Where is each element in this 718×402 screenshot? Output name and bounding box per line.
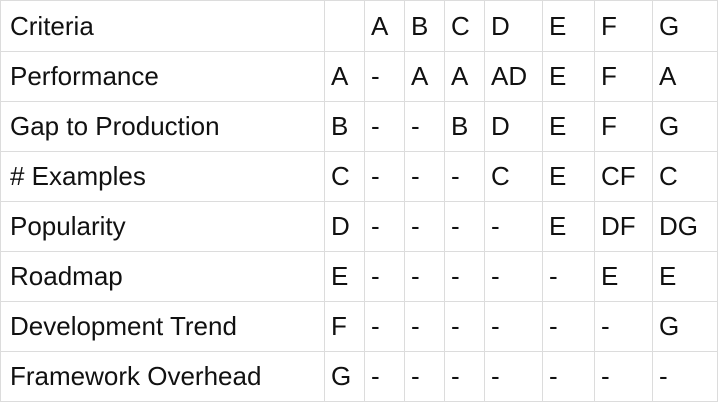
- column-header-a[interactable]: A: [364, 0, 405, 52]
- comparison-cell[interactable]: -: [404, 301, 445, 352]
- comparison-cell[interactable]: -: [484, 351, 543, 402]
- table-row: Framework Overhead G - - - - - - -: [0, 351, 718, 402]
- table-row: # Examples C - - - C E CF C: [0, 151, 718, 202]
- comparison-cell[interactable]: -: [444, 301, 485, 352]
- criterion-label-cell[interactable]: Popularity: [0, 201, 325, 252]
- comparison-cell[interactable]: -: [364, 201, 405, 252]
- comparison-cell[interactable]: E: [594, 251, 653, 302]
- comparison-cell[interactable]: -: [404, 101, 445, 152]
- criterion-code-cell[interactable]: A: [324, 51, 365, 102]
- criterion-code-cell[interactable]: G: [324, 351, 365, 402]
- criterion-label-cell[interactable]: Performance: [0, 51, 325, 102]
- comparison-cell[interactable]: B: [444, 101, 485, 152]
- comparison-cell[interactable]: -: [364, 251, 405, 302]
- comparison-cell[interactable]: -: [594, 301, 653, 352]
- comparison-cell[interactable]: -: [652, 351, 718, 402]
- column-header-c[interactable]: C: [444, 0, 485, 52]
- comparison-cell[interactable]: E: [542, 151, 595, 202]
- comparison-cell[interactable]: F: [594, 101, 653, 152]
- header-criteria-cell[interactable]: Criteria: [0, 0, 325, 52]
- comparison-cell[interactable]: -: [404, 151, 445, 202]
- comparison-cell[interactable]: D: [484, 101, 543, 152]
- column-header-e[interactable]: E: [542, 0, 595, 52]
- header-row: Criteria A B C D E F G: [0, 0, 718, 52]
- column-header-b[interactable]: B: [404, 0, 445, 52]
- criterion-label-cell[interactable]: Development Trend: [0, 301, 325, 352]
- table-row: Development Trend F - - - - - - G: [0, 301, 718, 352]
- comparison-cell[interactable]: G: [652, 301, 718, 352]
- table-row: Popularity D - - - - E DF DG: [0, 201, 718, 252]
- comparison-cell[interactable]: -: [444, 151, 485, 202]
- comparison-cell[interactable]: -: [404, 201, 445, 252]
- comparison-cell[interactable]: E: [542, 51, 595, 102]
- comparison-cell[interactable]: C: [652, 151, 718, 202]
- comparison-cell[interactable]: A: [444, 51, 485, 102]
- criterion-code-cell[interactable]: B: [324, 101, 365, 152]
- comparison-cell[interactable]: -: [364, 51, 405, 102]
- column-header-d[interactable]: D: [484, 0, 543, 52]
- comparison-cell[interactable]: F: [594, 51, 653, 102]
- comparison-cell[interactable]: -: [364, 101, 405, 152]
- comparison-cell[interactable]: G: [652, 101, 718, 152]
- comparison-cell[interactable]: CF: [594, 151, 653, 202]
- comparison-cell[interactable]: -: [364, 351, 405, 402]
- criterion-label-cell[interactable]: Roadmap: [0, 251, 325, 302]
- criterion-code-cell[interactable]: D: [324, 201, 365, 252]
- comparison-cell[interactable]: A: [404, 51, 445, 102]
- column-header-f[interactable]: F: [594, 0, 653, 52]
- criterion-label-cell[interactable]: Framework Overhead: [0, 351, 325, 402]
- comparison-cell[interactable]: -: [542, 251, 595, 302]
- header-code-cell[interactable]: [324, 0, 365, 52]
- comparison-cell[interactable]: A: [652, 51, 718, 102]
- table-row: Performance A - A A AD E F A: [0, 51, 718, 102]
- comparison-cell[interactable]: -: [404, 251, 445, 302]
- comparison-cell[interactable]: -: [542, 351, 595, 402]
- criterion-label-cell[interactable]: # Examples: [0, 151, 325, 202]
- column-header-g[interactable]: G: [652, 0, 718, 52]
- comparison-cell[interactable]: -: [364, 301, 405, 352]
- criterion-label-cell[interactable]: Gap to Production: [0, 101, 325, 152]
- comparison-cell[interactable]: -: [484, 251, 543, 302]
- comparison-cell[interactable]: -: [484, 201, 543, 252]
- comparison-cell[interactable]: -: [444, 201, 485, 252]
- comparison-cell[interactable]: DF: [594, 201, 653, 252]
- comparison-cell[interactable]: C: [484, 151, 543, 202]
- criterion-code-cell[interactable]: C: [324, 151, 365, 202]
- criterion-code-cell[interactable]: E: [324, 251, 365, 302]
- comparison-cell[interactable]: -: [364, 151, 405, 202]
- comparison-cell[interactable]: E: [542, 201, 595, 252]
- table-row: Gap to Production B - - B D E F G: [0, 101, 718, 152]
- comparison-cell[interactable]: E: [542, 101, 595, 152]
- table-row: Roadmap E - - - - - E E: [0, 251, 718, 302]
- comparison-cell[interactable]: -: [484, 301, 543, 352]
- comparison-cell[interactable]: AD: [484, 51, 543, 102]
- comparison-cell[interactable]: -: [444, 251, 485, 302]
- comparison-cell[interactable]: E: [652, 251, 718, 302]
- comparison-cell[interactable]: -: [594, 351, 653, 402]
- comparison-cell[interactable]: -: [404, 351, 445, 402]
- criterion-code-cell[interactable]: F: [324, 301, 365, 352]
- comparison-cell[interactable]: DG: [652, 201, 718, 252]
- comparison-cell[interactable]: -: [542, 301, 595, 352]
- comparison-cell[interactable]: -: [444, 351, 485, 402]
